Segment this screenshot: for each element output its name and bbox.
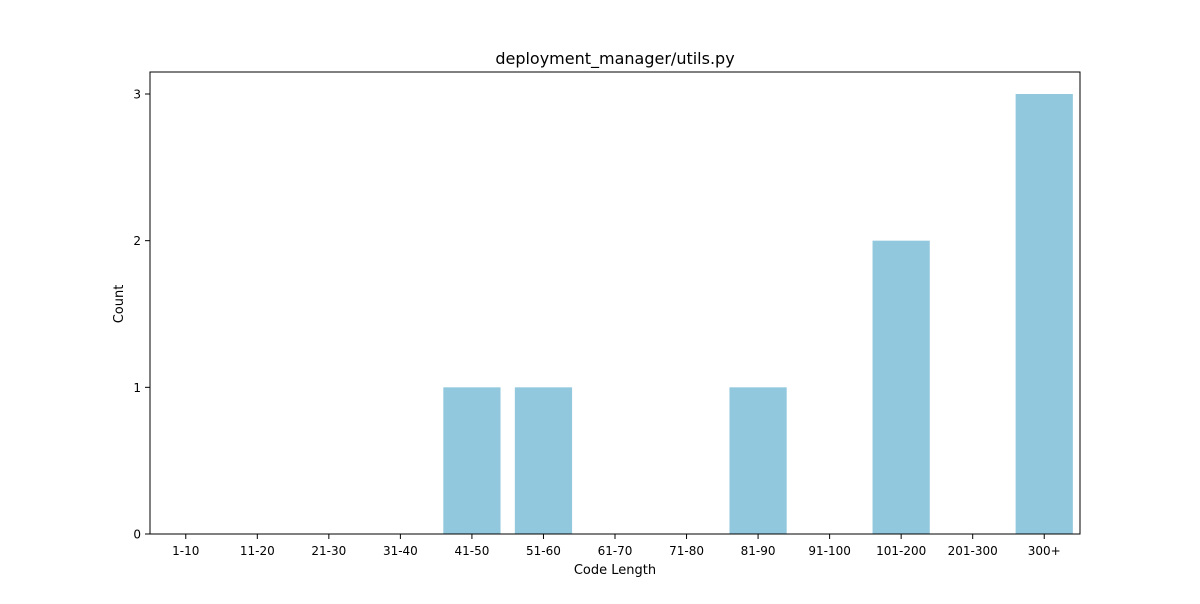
x-axis-ticks: 1-10 11-20 21-30 31-40 41-50 51-60 61-70 71-80 8…	[172, 534, 1061, 558]
x-tick-label: 300+	[1028, 544, 1061, 558]
bars-group	[443, 94, 1073, 535]
x-tick-label: 201-300	[948, 544, 998, 558]
x-tick-label: 91-100	[808, 544, 851, 558]
chart-title: deployment_manager/utils.py	[495, 49, 734, 69]
x-axis-label: Code Length	[574, 563, 656, 578]
y-tick-label: 1	[133, 381, 141, 395]
x-tick-label: 61-70	[598, 544, 633, 558]
bar-101-200	[872, 240, 930, 535]
x-tick-label: 71-80	[669, 544, 704, 558]
x-tick-label: 11-20	[240, 544, 275, 558]
x-tick-label: 21-30	[311, 544, 346, 558]
x-tick-label: 1-10	[172, 544, 199, 558]
bar-81-90	[729, 387, 787, 534]
x-tick-label: 51-60	[526, 544, 561, 558]
plot-frame	[149, 71, 1081, 535]
y-tick-label: 3	[133, 88, 141, 102]
bar-41-50	[443, 387, 501, 534]
y-tick-label: 0	[133, 528, 141, 542]
y-axis-ticks: 0 1 2 3	[133, 88, 150, 542]
y-tick-label: 2	[133, 234, 141, 248]
x-tick-label: 81-90	[741, 544, 776, 558]
bar-51-60	[514, 387, 573, 534]
bar-300+	[1015, 94, 1073, 534]
x-tick-label: 101-200	[876, 544, 926, 558]
y-axis-label: Count	[112, 285, 127, 324]
x-tick-label: 31-40	[383, 544, 418, 558]
x-tick-label: 41-50	[454, 544, 489, 558]
